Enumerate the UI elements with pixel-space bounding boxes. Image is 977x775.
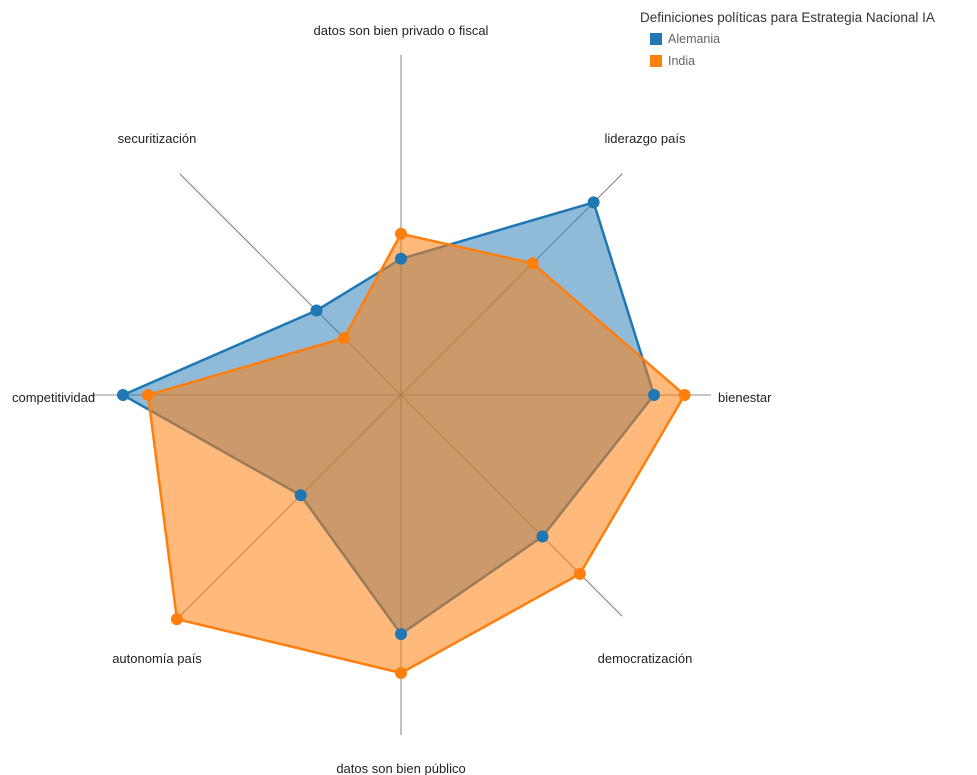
legend-label-india: India: [668, 54, 696, 68]
axis-label: datos son bien privado o fiscal: [314, 23, 489, 38]
data-point-india[interactable]: [395, 227, 407, 240]
legend: Definiciones políticas para Estrategia N…: [640, 10, 935, 75]
data-point-india[interactable]: [573, 567, 586, 580]
data-point-india[interactable]: [678, 389, 691, 401]
legend-swatch-india: [650, 55, 662, 67]
axis-label: democratización: [598, 651, 693, 666]
axis-label: securitización: [118, 131, 197, 146]
legend-item-india[interactable]: India: [650, 53, 935, 69]
data-point-alemania[interactable]: [536, 530, 549, 543]
radar-points: [117, 196, 691, 679]
legend-item-alemania[interactable]: Alemania: [650, 31, 935, 47]
axis-label: competitividad: [12, 390, 95, 405]
data-point-india[interactable]: [170, 613, 183, 626]
legend-swatch-alemania: [650, 33, 662, 45]
data-point-india[interactable]: [526, 257, 539, 270]
radar-series: [121, 201, 686, 675]
axis-label: datos son bien público: [336, 761, 465, 775]
data-point-alemania[interactable]: [648, 389, 660, 401]
data-point-alemania[interactable]: [395, 628, 407, 641]
data-point-alemania[interactable]: [294, 489, 307, 502]
legend-title: Definiciones políticas para Estrategia N…: [640, 10, 935, 25]
axis-label: liderazgo país: [605, 131, 686, 146]
data-point-alemania[interactable]: [117, 389, 129, 401]
data-point-alemania[interactable]: [395, 252, 407, 265]
data-point-india[interactable]: [142, 389, 154, 401]
axis-labels: datos son bien privado o fiscal liderazgo…: [12, 23, 772, 775]
axis-label: bienestar: [718, 390, 772, 405]
data-point-alemania[interactable]: [587, 196, 600, 209]
axis-label: autonomía país: [112, 651, 202, 666]
legend-label-alemania: Alemania: [668, 32, 721, 46]
data-point-india[interactable]: [395, 667, 407, 679]
data-point-india[interactable]: [338, 332, 350, 344]
data-point-alemania[interactable]: [310, 304, 323, 317]
